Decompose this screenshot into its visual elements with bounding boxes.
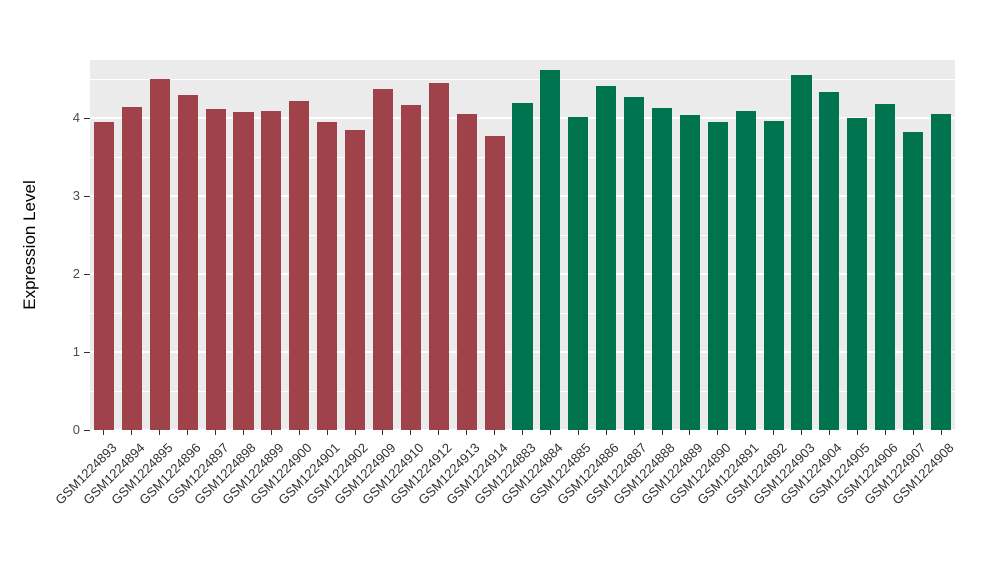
x-tick-mark — [187, 430, 189, 435]
x-tick-mark — [773, 430, 775, 435]
bar — [651, 108, 673, 430]
y-tick-label: 3 — [72, 188, 80, 204]
y-tick-mark — [84, 351, 90, 353]
x-tick-mark — [605, 430, 607, 435]
x-tick-mark — [717, 430, 719, 435]
bar — [679, 115, 700, 430]
bar — [763, 120, 784, 430]
bar — [875, 104, 896, 430]
bar — [345, 130, 366, 430]
minor-gridline — [90, 79, 955, 81]
bar — [149, 79, 170, 430]
x-tick-mark — [940, 430, 942, 435]
y-tick-mark — [84, 117, 90, 119]
x-tick-mark — [522, 430, 523, 435]
y-tick-mark — [84, 273, 90, 275]
x-tick-mark — [745, 430, 747, 435]
x-tick-mark — [215, 430, 217, 435]
bar — [456, 113, 477, 430]
y-tick-mark — [84, 429, 90, 431]
x-tick-mark — [661, 430, 663, 435]
x-tick-mark — [466, 430, 468, 435]
x-tick-mark — [856, 430, 858, 435]
x-tick-mark — [103, 430, 105, 435]
x-tick-mark — [326, 430, 328, 435]
bar — [233, 112, 254, 430]
bar — [707, 122, 728, 430]
bar — [847, 118, 868, 430]
bar — [540, 70, 561, 430]
x-tick-mark — [270, 430, 272, 435]
bar — [568, 116, 589, 430]
x-tick-mark — [410, 430, 412, 435]
bar — [177, 95, 198, 430]
y-tick-mark — [84, 195, 90, 197]
bar — [931, 113, 952, 430]
x-tick-mark — [633, 430, 635, 435]
bar — [289, 100, 310, 430]
x-tick-mark — [689, 430, 691, 435]
x-tick-mark — [577, 430, 579, 435]
bar — [261, 111, 282, 430]
bar — [317, 122, 338, 430]
y-tick-label: 4 — [72, 110, 80, 126]
bar — [93, 122, 114, 430]
x-tick-mark — [242, 430, 244, 435]
x-tick-mark — [382, 430, 384, 435]
y-tick-label: 2 — [72, 266, 80, 282]
bar — [624, 97, 645, 430]
bar — [735, 111, 756, 430]
bar — [819, 91, 840, 430]
bar — [372, 88, 394, 430]
x-tick-mark — [801, 430, 803, 435]
bar — [205, 109, 226, 430]
bar — [903, 132, 924, 430]
x-tick-mark — [438, 430, 440, 435]
bar — [121, 106, 142, 430]
x-tick-mark — [549, 430, 551, 435]
x-tick-mark — [298, 430, 300, 435]
x-tick-mark — [828, 430, 830, 435]
bar — [512, 102, 533, 430]
bar — [791, 74, 812, 430]
bar — [428, 82, 449, 430]
bar — [400, 105, 421, 430]
x-tick-mark — [912, 430, 914, 435]
x-tick-mark — [884, 430, 886, 435]
y-tick-label: 1 — [72, 344, 80, 360]
y-axis-title: Expression Level — [20, 180, 39, 310]
x-tick-mark — [131, 430, 133, 435]
y-tick-label: 0 — [72, 422, 80, 437]
x-tick-mark — [494, 430, 496, 435]
x-tick-mark — [354, 430, 356, 435]
bar — [484, 136, 505, 430]
plot-panel: 0 1 2 3 4 GSM1224893 GSM1224894 GSM1224895 GSM12… — [52, 60, 957, 507]
x-tick-mark — [159, 430, 161, 435]
bar — [596, 85, 617, 430]
